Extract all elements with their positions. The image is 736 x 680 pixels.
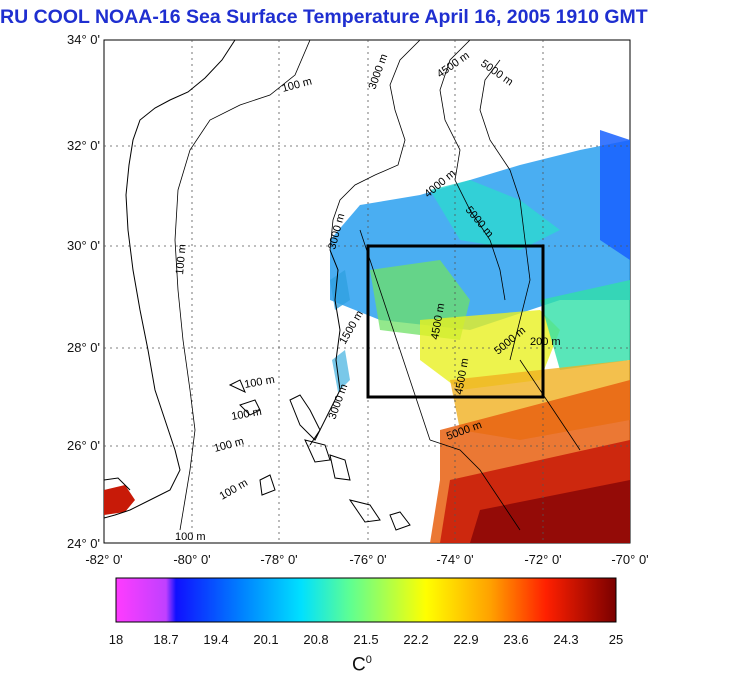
- lon-label: -80° 0': [173, 552, 211, 567]
- lat-label: 34° 0': [67, 32, 100, 47]
- colorbar-tick: 18.7: [153, 632, 179, 647]
- contour-label: 100 m: [243, 374, 275, 391]
- colorbar-tick: 23.6: [503, 632, 529, 647]
- contour-label: 200 m: [530, 336, 561, 348]
- contour-label: 100 m: [175, 531, 206, 543]
- lat-label: 32° 0': [67, 138, 100, 153]
- colorbar-tick: 18: [108, 632, 124, 647]
- colorbar-tick: 25: [608, 632, 624, 647]
- colorbar-tick: 20.8: [303, 632, 329, 647]
- lon-label: -78° 0': [260, 552, 298, 567]
- lon-label: -70° 0': [611, 552, 649, 567]
- colorbar-tick: 24.3: [553, 632, 579, 647]
- colorbar-tick: 21.5: [353, 632, 379, 647]
- colorbar-unit-base: C: [352, 654, 366, 676]
- contour-label: 100 m: [174, 244, 189, 276]
- colorbar-tick: 19.4: [203, 632, 229, 647]
- colorbar-unit-sup: 0: [365, 654, 372, 666]
- contour-label: 100 m: [230, 406, 262, 423]
- colorbar-tick: 22.9: [453, 632, 479, 647]
- map-title: RU COOL NOAA-16 Sea Surface Temperature …: [0, 6, 648, 28]
- bathymetry-contours: [174, 40, 581, 531]
- lat-label: 26° 0': [67, 438, 100, 453]
- colorbar-unit: C0: [352, 654, 372, 676]
- colorbar-tick: 22.2: [403, 632, 429, 647]
- coastline: [104, 40, 411, 531]
- sst-imagery: [104, 130, 630, 543]
- lat-label: 28° 0': [67, 340, 100, 355]
- lon-label: -74° 0': [436, 552, 474, 567]
- lat-label: 24° 0': [67, 536, 100, 551]
- study-area-box: [366, 244, 545, 399]
- lat-label: 30° 0': [67, 238, 100, 253]
- lon-label: -82° 0': [85, 552, 123, 567]
- colorbar: [115, 577, 617, 623]
- lon-label: -76° 0': [349, 552, 387, 567]
- colorbar-tick: 20.1: [253, 632, 279, 647]
- lon-label: -72° 0': [524, 552, 562, 567]
